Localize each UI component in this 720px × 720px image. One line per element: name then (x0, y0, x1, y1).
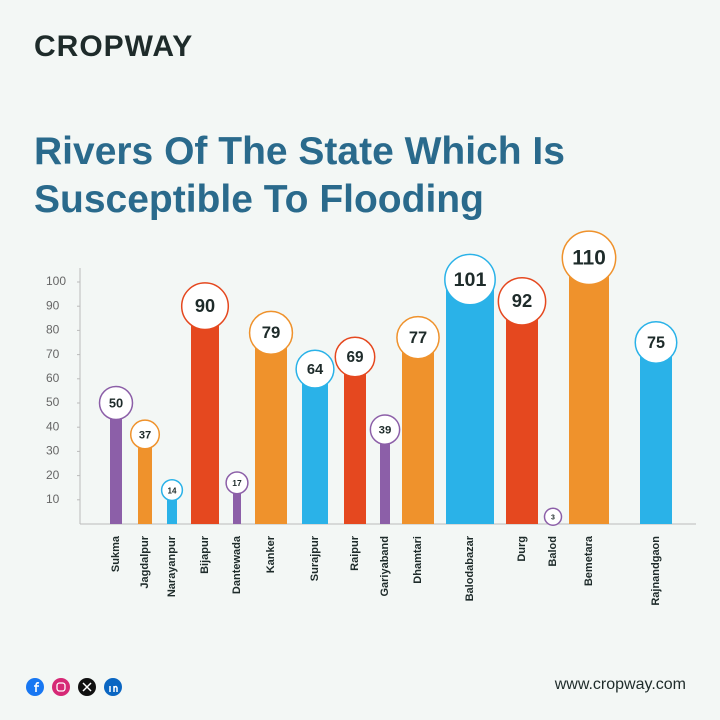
bar (344, 357, 366, 524)
value-badge (497, 276, 547, 326)
linkedin-icon[interactable] (104, 678, 122, 696)
facebook-glyph (34, 682, 40, 692)
value-badge (129, 419, 161, 450)
value-badge (180, 282, 230, 331)
bar (302, 369, 328, 524)
x-glyph (82, 682, 92, 692)
x-tick-label: Balod (547, 536, 559, 567)
bar (402, 337, 434, 524)
bar (110, 403, 122, 524)
bar (138, 434, 152, 524)
value-badge (225, 471, 249, 495)
chart-title: Rivers Of The State Which Is Susceptible… (34, 130, 565, 221)
value-badge (444, 253, 496, 306)
y-tick-label: 70 (46, 347, 60, 361)
x-tick-label: Gariyaband (379, 536, 391, 597)
value-badge (543, 507, 563, 526)
bar (167, 490, 177, 524)
facebook-icon[interactable] (26, 678, 44, 696)
value-label: 69 (346, 349, 363, 366)
x-tick-label: Narayanpur (166, 535, 178, 597)
x-tick-label: Dantewada (231, 535, 243, 594)
bar (233, 482, 241, 524)
x-tick-label: Kanker (265, 535, 277, 573)
y-tick-label: 20 (46, 468, 60, 482)
value-label: 75 (647, 334, 665, 352)
x-tick-label: Balodabazar (464, 535, 476, 601)
bar (191, 306, 219, 524)
x-tick-label: Bijapur (199, 535, 211, 574)
social-icons (26, 678, 122, 696)
value-badge (634, 321, 678, 364)
instagram-glyph (56, 682, 66, 692)
bar (569, 257, 609, 524)
bar (380, 429, 390, 524)
value-badge (98, 385, 134, 421)
y-tick-label: 90 (46, 298, 60, 312)
bar (640, 342, 672, 524)
bar (255, 332, 287, 524)
value-label: 77 (409, 329, 427, 347)
x-tick-label: Durg (516, 536, 528, 562)
x-tick-label: Rajnandgaon (650, 536, 662, 606)
value-label: 92 (512, 290, 533, 311)
x-tick-label: Bemetara (583, 535, 595, 586)
value-label: 50 (109, 395, 123, 410)
y-tick-label: 60 (46, 371, 60, 385)
value-label: 110 (572, 246, 606, 269)
value-badge (295, 349, 335, 389)
y-tick-label: 100 (46, 274, 66, 288)
value-badge (396, 315, 440, 360)
x-tick-label: Raipur (349, 535, 361, 571)
value-badge (561, 230, 617, 286)
value-label: 37 (139, 429, 151, 441)
x-tick-label: Dhamtari (412, 536, 424, 584)
y-tick-label: 40 (46, 419, 60, 433)
value-badge (160, 478, 184, 502)
value-label: 3 (551, 515, 555, 522)
website[interactable]: www.cropway.com (554, 676, 686, 693)
value-label: 79 (262, 323, 281, 342)
value-badge (248, 310, 294, 356)
bar (506, 301, 538, 524)
x-tick-label: Jagdalpur (139, 535, 151, 588)
value-label: 101 (454, 269, 487, 291)
y-tick-label: 30 (46, 444, 60, 458)
instagram-icon[interactable] (52, 678, 70, 696)
y-tick-label: 50 (46, 395, 60, 409)
value-label: 90 (195, 296, 215, 316)
y-tick-label: 80 (46, 323, 60, 337)
value-label: 39 (379, 425, 392, 437)
x-tick-label: Sukma (110, 535, 122, 572)
value-badge (334, 336, 376, 378)
value-badge (369, 414, 401, 445)
x-tick-label: Surajpur (309, 535, 321, 581)
y-tick-label: 10 (46, 492, 60, 506)
value-label: 14 (168, 486, 177, 495)
value-label: 17 (232, 478, 242, 488)
linkedin-glyph (109, 685, 118, 692)
brand-logo: CROPWAY (34, 30, 194, 63)
value-label: 64 (307, 362, 324, 378)
bar (446, 279, 494, 524)
